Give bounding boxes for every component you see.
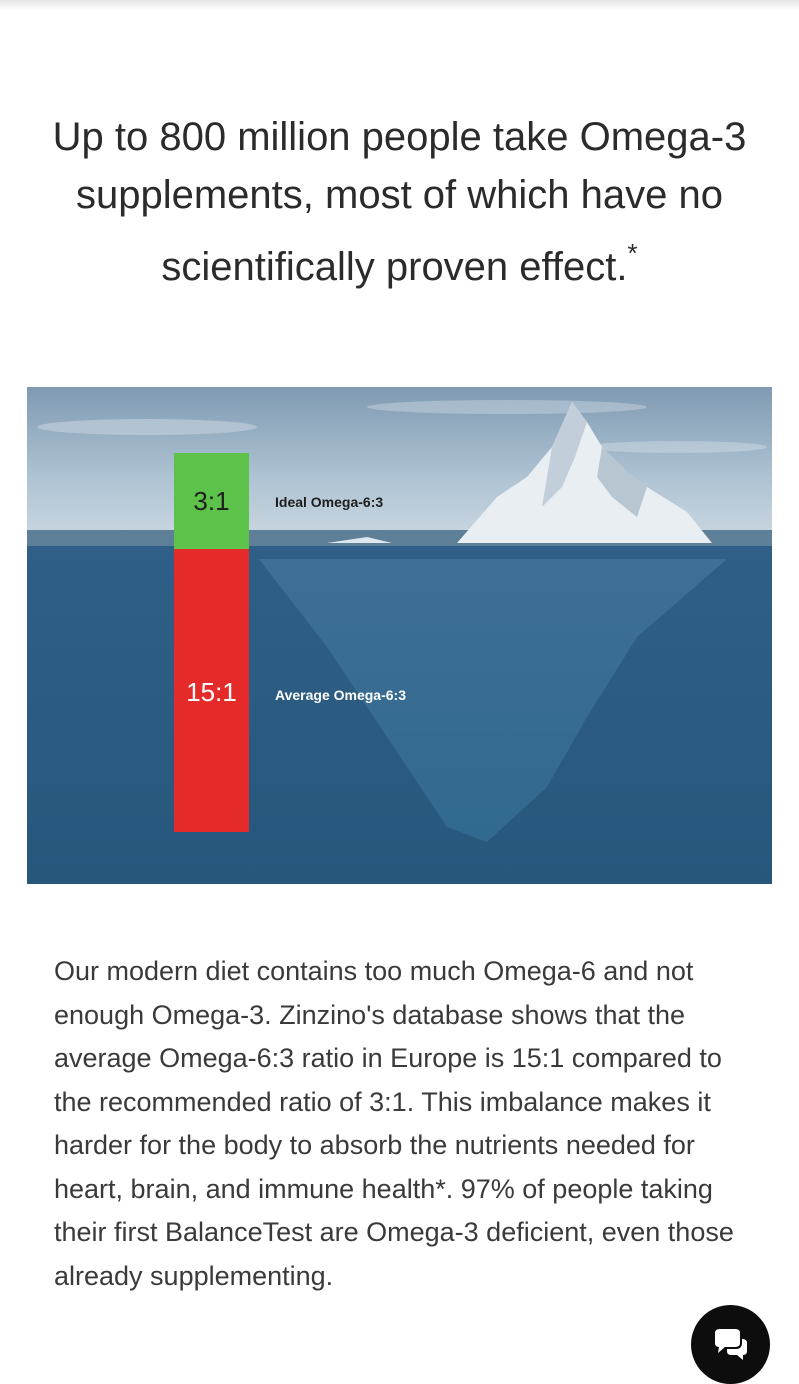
ideal-ratio-value: 3:1 bbox=[193, 485, 230, 516]
footnote-mark: * bbox=[627, 238, 638, 268]
chat-button[interactable] bbox=[691, 1305, 770, 1384]
ideal-ratio-bar: 3:1 bbox=[174, 453, 249, 549]
average-ratio-value: 15:1 bbox=[186, 677, 237, 707]
average-ratio-label: Average Omega-6:3 bbox=[275, 687, 406, 703]
iceberg-illustration bbox=[27, 387, 772, 884]
average-ratio-bar: 15:1 bbox=[174, 549, 249, 832]
headline-text: Up to 800 million people take Omega-3 su… bbox=[52, 115, 747, 289]
page-headline: Up to 800 million people take Omega-3 su… bbox=[40, 108, 759, 296]
body-paragraph: Our modern diet contains too much Omega-… bbox=[54, 956, 734, 1291]
ideal-ratio-label: Ideal Omega-6:3 bbox=[275, 494, 384, 510]
iceberg-hero-image: 3:1 Ideal Omega-6:3 15:1 Average Omega-6… bbox=[27, 387, 772, 884]
top-shadow-bar bbox=[0, 0, 799, 10]
chat-bubbles-icon bbox=[714, 1328, 747, 1360]
